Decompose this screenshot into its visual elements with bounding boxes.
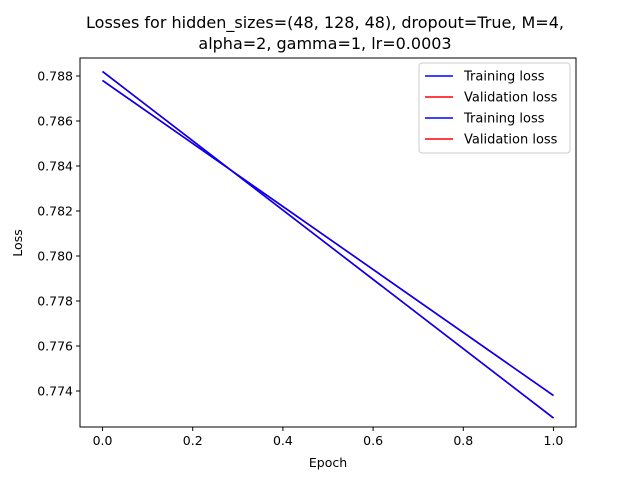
chart-title-line-1: Losses for hidden_sizes=(48, 128, 48), d…	[86, 13, 564, 33]
y-axis-label: Loss	[10, 229, 25, 256]
legend-label-3: Training loss	[463, 112, 545, 127]
y-tick-label: 0.780	[37, 249, 73, 264]
series-line-3-overlay	[102, 79, 554, 397]
x-tick-label: 0.4	[273, 433, 293, 448]
x-tick-label: 0.2	[183, 433, 203, 448]
series-line-1-overlay	[102, 70, 554, 419]
x-tick-label: 0.6	[363, 433, 383, 448]
x-tick-label: 1.0	[544, 433, 564, 448]
legend: Training loss Validation loss Training los…	[418, 62, 571, 154]
plot-frame	[79, 57, 577, 428]
x-tick-label: 0.0	[93, 433, 113, 448]
y-tick-label: 0.774	[37, 384, 73, 399]
x-tick-label: 0.8	[453, 433, 473, 448]
chart-title-line-2: alpha=2, gamma=1, lr=0.0003	[198, 34, 451, 53]
y-tick-label: 0.782	[37, 204, 73, 219]
legend-label-1: Training loss	[463, 70, 545, 85]
y-tick-label: 0.778	[37, 294, 73, 309]
x-axis: 0.0 0.2 0.4 0.6 0.8 1.0	[93, 427, 564, 448]
y-tick-label: 0.788	[37, 69, 73, 84]
y-tick-label: 0.776	[37, 339, 73, 354]
y-tick-label: 0.786	[37, 114, 73, 129]
legend-box	[418, 62, 571, 154]
legend-label-2: Validation loss	[464, 91, 558, 106]
y-axis: 0.774 0.776 0.778 0.780 0.782 0.784 0.786 0.788	[37, 69, 80, 399]
series-layer	[102, 70, 554, 419]
y-tick-label: 0.784	[37, 159, 73, 174]
legend-label-4: Validation loss	[464, 133, 558, 148]
x-axis-label: Epoch	[309, 455, 347, 470]
